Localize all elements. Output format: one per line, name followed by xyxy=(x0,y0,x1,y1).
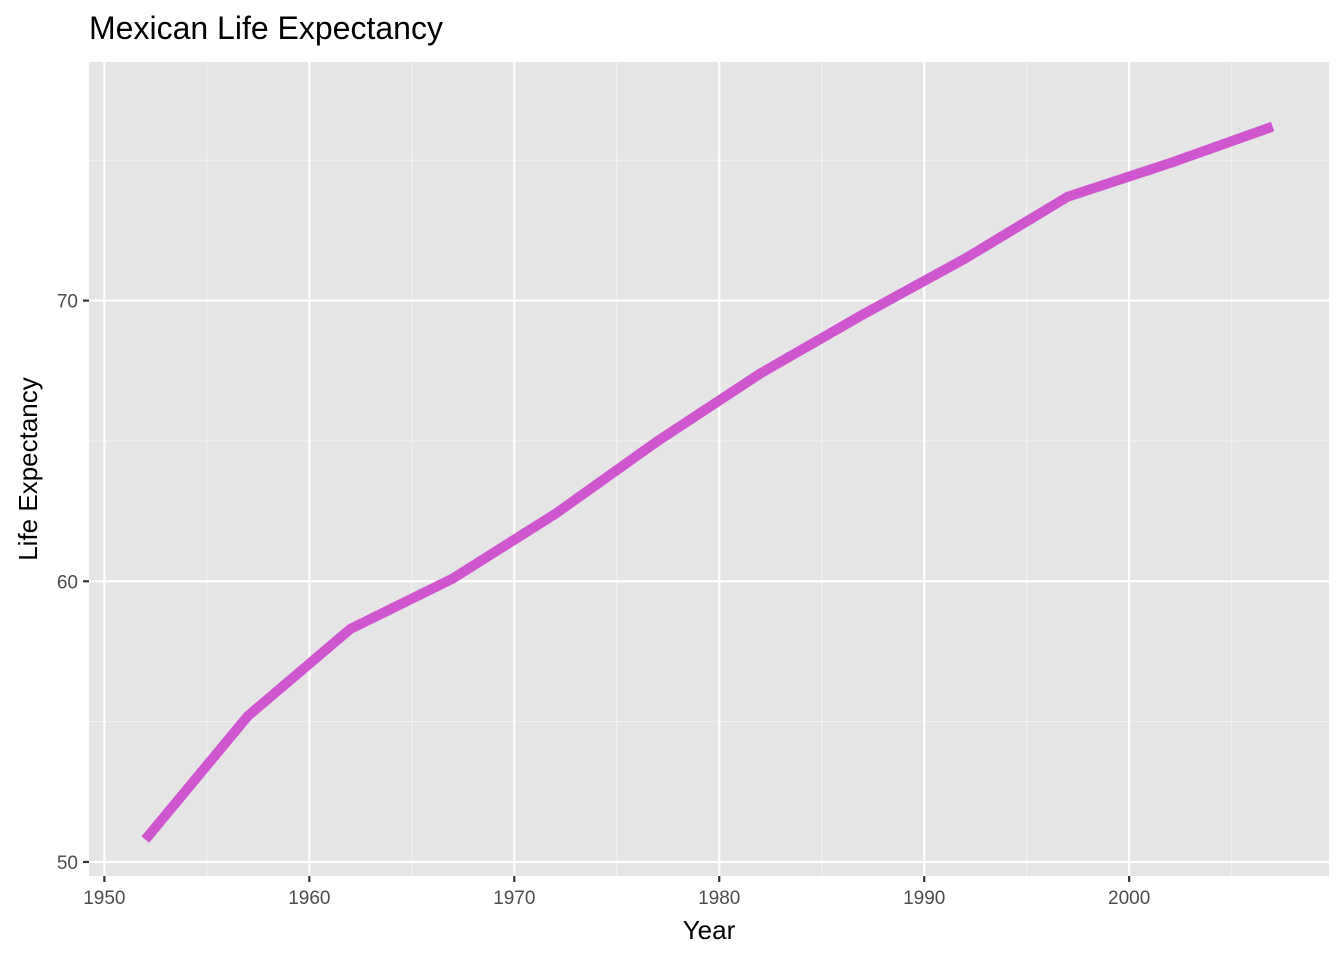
y-axis-title: Life Expectancy xyxy=(13,377,43,561)
grid-major xyxy=(89,62,1329,876)
y-tick-label: 70 xyxy=(57,292,78,313)
y-axis: 50 60 70 xyxy=(57,292,89,874)
y-tick-label: 50 xyxy=(57,853,78,874)
plot-panel xyxy=(89,62,1329,876)
x-tick-label: 1950 xyxy=(83,888,125,909)
grid-minor xyxy=(89,62,1329,876)
x-tick-label: 1970 xyxy=(493,888,535,909)
x-axis-title: Year xyxy=(683,915,736,945)
x-tick-label: 1980 xyxy=(698,888,740,909)
series-lines xyxy=(141,121,1275,843)
x-tick-label: 2000 xyxy=(1108,888,1150,909)
series-line xyxy=(141,121,1275,843)
chart-title: Mexican Life Expectancy xyxy=(89,10,443,46)
x-axis: 1950 1960 1970 1980 1990 2000 xyxy=(83,876,1150,909)
y-tick-label: 60 xyxy=(57,572,78,593)
x-tick-label: 1990 xyxy=(903,888,945,909)
x-tick-label: 1960 xyxy=(288,888,330,909)
